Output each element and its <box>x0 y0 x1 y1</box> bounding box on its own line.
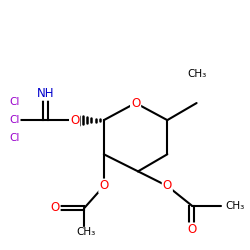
Text: O: O <box>70 114 79 126</box>
Text: O: O <box>163 180 172 192</box>
Text: CH₃: CH₃ <box>226 200 245 210</box>
Text: O: O <box>50 202 60 214</box>
Text: Cl: Cl <box>10 97 20 107</box>
Text: CH₃: CH₃ <box>76 227 95 237</box>
Text: O: O <box>131 96 140 110</box>
Text: Cl: Cl <box>10 134 20 143</box>
Text: O: O <box>187 224 196 236</box>
Text: O: O <box>99 180 108 192</box>
Text: Cl: Cl <box>10 115 20 125</box>
Text: NH: NH <box>36 87 54 100</box>
Text: CH₃: CH₃ <box>187 69 206 79</box>
